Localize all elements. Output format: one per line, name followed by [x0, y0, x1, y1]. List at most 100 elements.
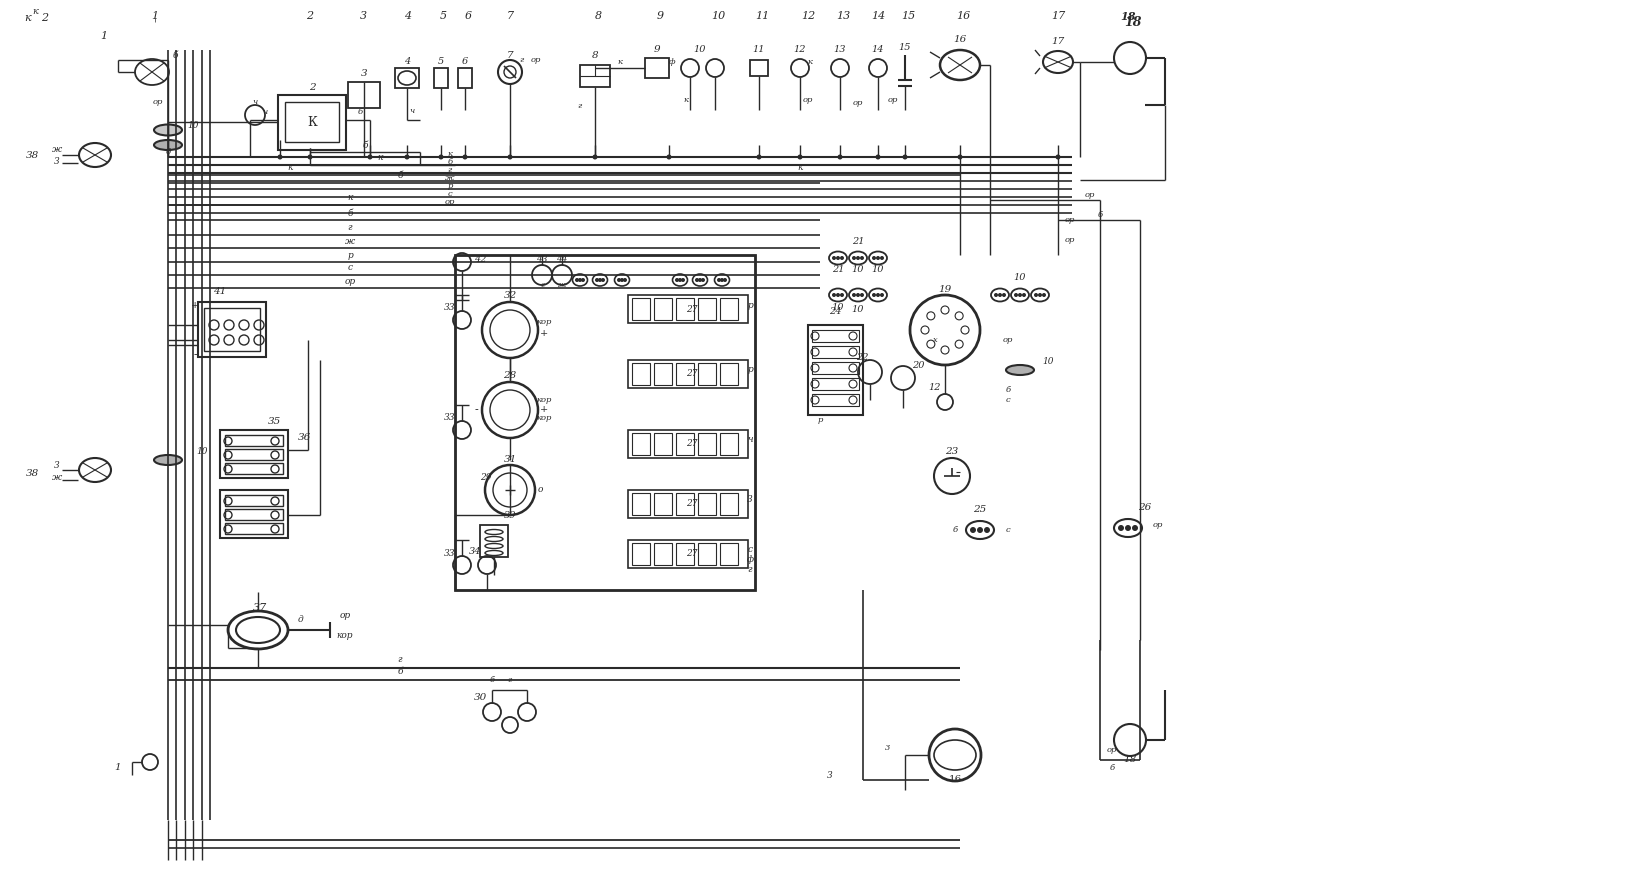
Text: г: г	[540, 281, 543, 289]
Text: 12: 12	[794, 45, 806, 55]
Bar	[720, 493, 738, 515]
Circle shape	[1118, 525, 1124, 531]
Text: х: х	[932, 336, 937, 344]
Text: ор: ор	[853, 99, 863, 107]
Bar	[697, 433, 715, 455]
Bar	[697, 493, 715, 515]
Text: 11: 11	[755, 11, 770, 21]
Bar	[812, 378, 858, 390]
Bar	[629, 430, 748, 458]
Text: к: к	[287, 164, 292, 172]
Bar	[676, 543, 694, 565]
Bar	[629, 295, 748, 323]
Circle shape	[674, 278, 679, 282]
Text: ф: ф	[747, 555, 753, 565]
Text: ор: ор	[1106, 746, 1118, 754]
Text: к: к	[798, 164, 802, 172]
Bar	[455, 255, 755, 590]
Text: 24: 24	[829, 308, 842, 316]
Text: 8: 8	[592, 50, 599, 59]
Circle shape	[1014, 293, 1017, 297]
Bar	[481, 525, 509, 557]
Text: ч: ч	[409, 107, 415, 115]
Bar	[676, 493, 694, 515]
Text: 19: 19	[939, 286, 952, 294]
Circle shape	[438, 155, 443, 159]
Bar	[655, 363, 673, 385]
Text: 33: 33	[445, 414, 456, 423]
Text: г: г	[578, 102, 583, 110]
Text: г: г	[748, 566, 752, 575]
Text: ор: ор	[530, 56, 542, 64]
Text: 4: 4	[404, 57, 410, 65]
Bar	[632, 298, 650, 320]
Circle shape	[596, 278, 599, 282]
Bar	[655, 543, 673, 565]
Text: 3: 3	[747, 496, 753, 505]
Bar	[225, 523, 282, 534]
Text: р: р	[747, 301, 753, 309]
Circle shape	[624, 278, 627, 282]
Text: 1: 1	[100, 31, 108, 41]
Bar	[579, 65, 610, 87]
Text: 33: 33	[445, 548, 456, 558]
Text: 38: 38	[25, 151, 39, 161]
Text: 17: 17	[1050, 11, 1065, 21]
Circle shape	[857, 293, 860, 297]
Text: к: к	[684, 96, 689, 104]
Text: 18: 18	[1124, 16, 1142, 28]
Circle shape	[597, 278, 602, 282]
Text: 1: 1	[115, 764, 121, 773]
Circle shape	[1042, 293, 1045, 297]
Text: ч: ч	[263, 108, 267, 116]
Ellipse shape	[154, 125, 182, 135]
Bar	[629, 360, 748, 388]
Text: 26: 26	[1139, 502, 1152, 512]
Bar	[697, 543, 715, 565]
Text: 5: 5	[440, 11, 446, 21]
Text: б: б	[172, 50, 177, 59]
Circle shape	[835, 256, 840, 260]
Text: 14: 14	[871, 45, 884, 55]
Ellipse shape	[154, 455, 182, 465]
Text: о: о	[537, 485, 543, 494]
Text: к: к	[807, 58, 812, 66]
Text: 10: 10	[852, 306, 865, 315]
Text: 3: 3	[359, 11, 366, 21]
Text: 10: 10	[197, 447, 208, 456]
Bar	[720, 433, 738, 455]
Bar	[655, 433, 673, 455]
Text: ор: ор	[802, 96, 814, 104]
Bar	[220, 430, 289, 478]
Bar	[348, 82, 381, 108]
Text: б: б	[358, 108, 363, 116]
Text: р: р	[817, 416, 822, 424]
Bar	[697, 298, 715, 320]
Text: ор: ор	[1154, 521, 1163, 529]
Text: г: г	[520, 56, 523, 64]
Circle shape	[1039, 293, 1042, 297]
Text: 38: 38	[25, 469, 39, 478]
Circle shape	[1034, 293, 1039, 297]
Text: б: б	[1098, 211, 1103, 219]
Text: б: б	[448, 158, 453, 166]
Text: 27: 27	[686, 370, 697, 378]
Text: 28: 28	[504, 371, 517, 380]
Text: ор: ор	[888, 96, 898, 104]
Bar	[655, 298, 673, 320]
Bar	[632, 433, 650, 455]
Text: 4: 4	[404, 11, 412, 21]
Text: кор: кор	[537, 318, 551, 326]
Text: ч: ч	[253, 98, 258, 106]
Bar	[458, 68, 473, 88]
Text: 30: 30	[473, 694, 487, 703]
Circle shape	[720, 278, 724, 282]
Text: 22: 22	[855, 353, 868, 362]
Text: г: г	[397, 656, 402, 665]
Text: 29: 29	[481, 474, 492, 483]
Text: 31: 31	[504, 455, 517, 464]
Circle shape	[757, 155, 761, 159]
Text: 9: 9	[653, 45, 660, 55]
Bar	[395, 68, 418, 88]
Text: 23: 23	[945, 447, 958, 456]
